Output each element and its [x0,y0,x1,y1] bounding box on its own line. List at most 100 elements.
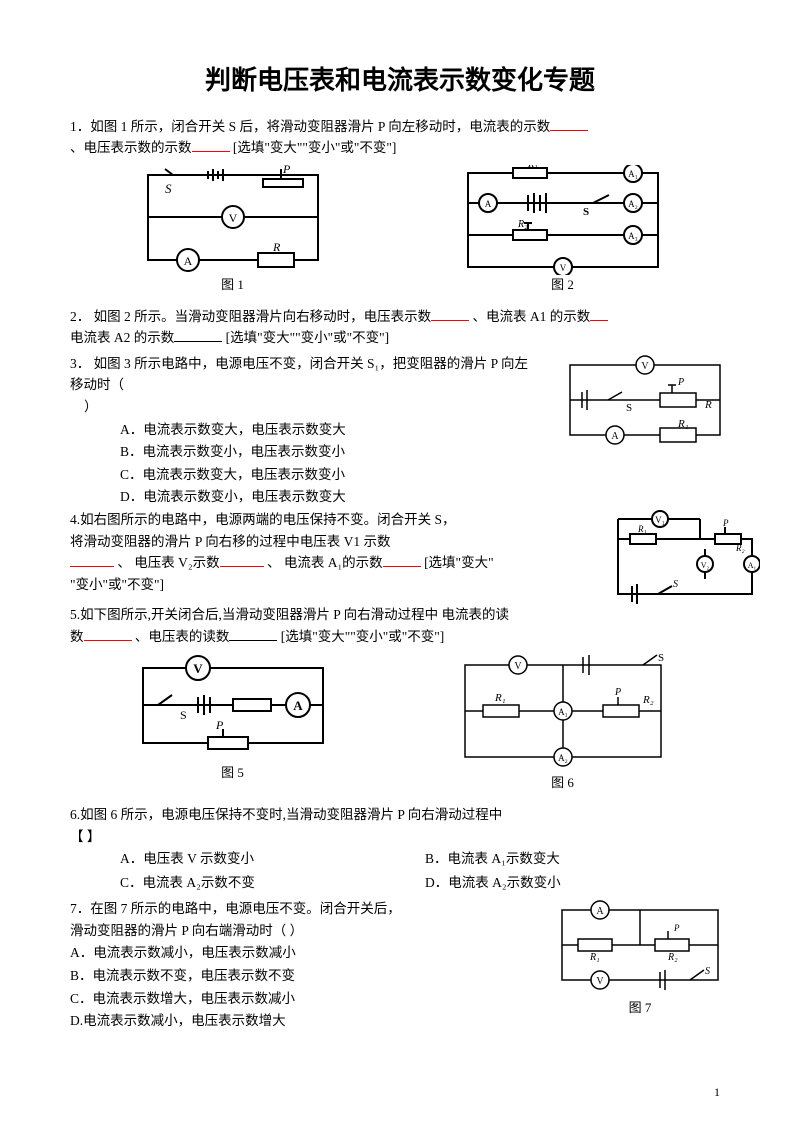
svg-text:P: P [614,687,621,698]
svg-text:S: S [626,402,632,414]
q4-hint: [选填"变大" [424,555,494,570]
q3-opt-c: C．电流表示数变大，电压表示数变小 [120,464,540,486]
figure-5: V S A P 图 5 [128,653,338,794]
svg-text:S: S [705,966,710,977]
svg-text:V₂: V₂ [701,561,710,570]
q7-opt-a: A．电流表示数减小，电压表示数减小 [70,942,530,964]
svg-text:V: V [228,211,237,225]
question-6: 6.如图 6 所示，电源电压保持不变时,当滑动变阻器滑片 P 向右滑动过程中 【… [70,804,730,894]
blank [229,627,277,641]
svg-text:V₁: V₁ [655,515,665,525]
fig7-label: 图 7 [550,998,730,1019]
q3-opt-a: A．电流表示数变大，电压表示数变大 [120,419,540,441]
fig1-label: 图 1 [133,275,333,296]
svg-text:V: V [641,361,649,372]
q7-opt-c: C．电流表示数增大，电压表示数减小 [70,988,530,1010]
figure-2: R₁ A₁ A S A₂ R₂ A₃ V 图 2 [458,165,668,296]
q7-opt-d: D.电流表示数减小，电压表示数增大 [70,1010,530,1032]
blank [70,554,114,568]
q5-hint: [选填"变大""变小"或"不变"] [281,629,445,644]
svg-text:P: P [722,518,729,528]
svg-text:R₁: R₁ [527,165,538,170]
question-3: 3． 如图 3 所示电路中，电源电压不变，闭合开关 S₁，把变阻器的滑片 P 向… [70,353,730,509]
svg-text:R: R [704,399,712,411]
q7-text2: 滑动变阻器的滑片 P 向右端滑动时（ ） [70,920,530,942]
svg-text:A: A [484,199,491,209]
q6-text: 6.如图 6 所示，电源电压保持不变时,当滑动变阻器滑片 P 向右滑动过程中 [70,804,730,826]
svg-text:A: A [596,906,604,917]
svg-text:V: V [193,661,203,676]
q6-opt-c: C．电流表 A₂示数不变 [120,872,425,894]
svg-text:P: P [282,165,291,176]
blank [192,139,230,153]
fig6-label: 图 6 [453,773,673,794]
svg-text:R: R [272,240,281,254]
blank [590,307,608,321]
q2-text2: 、电流表 A1 的示数 [473,309,591,324]
q4-text4: 、 电流表 A₁的示数 [267,555,383,570]
q5-text3: 、电压表的读数 [135,629,230,644]
svg-text:R₂: R₂ [642,694,654,706]
figure-1: S P V R A 图 1 [133,165,333,296]
question-5: 5.如下图所示,开关闭合后,当滑动变阻器滑片 P 向右滑动过程中 电流表的读 数… [70,604,730,647]
q5-text1: 5.如下图所示,开关闭合后,当滑动变阻器滑片 P 向右滑动过程中 电流表的读 [70,604,730,626]
svg-text:A₂: A₂ [558,753,568,763]
q1-hint: [选填"变大""变小"或"不变"] [233,140,397,155]
q1-text2: 、电压表示数的示数 [70,140,192,155]
q3-opt-b: B．电流表示数变小，电压表示数变小 [120,441,540,463]
svg-text:V: V [596,976,604,987]
svg-text:R₂: R₂ [517,219,528,230]
svg-text:S: S [583,206,589,218]
blank [550,117,588,131]
svg-text:R₁: R₁ [677,418,689,430]
svg-text:A₁: A₁ [748,561,757,570]
svg-text:V: V [559,263,566,273]
figure-7: A R₁ P R₂ V S 图 7 [550,898,730,1019]
blank [84,627,132,641]
q4-text3: 、 电压表 V₂示数 [117,555,219,570]
svg-text:A: A [183,254,192,268]
question-2: 2． 如图 2 所示。当滑动变阻器滑片向右移动时，电压表示数 、电流表 A1 的… [70,306,730,349]
svg-text:V: V [514,661,522,672]
q7-text1: 7．在图 7 所示的电路中，电源电压不变。闭合开关后， [70,898,530,920]
blank [383,554,421,568]
blank [174,329,222,343]
svg-text:P: P [215,718,224,732]
svg-text:R₁: R₁ [589,952,600,963]
q7-opt-b: B．电流表示数不变，电压表示数不变 [70,965,530,987]
q4-text1: 4.如右图所示的电路中，电源两端的电压保持不变。闭合开关 S， [70,509,590,531]
figure-3: V S R P A R₁ [560,353,730,448]
svg-text:S: S [180,708,187,722]
question-1: 1．如图 1 所示，闭合开关 S 后，将滑动变阻器滑片 P 向左移动时，电流表的… [70,116,730,159]
figure-6: V S R₁ A₁ P R₂ A₂ 图 6 [453,653,673,794]
svg-text:R₁: R₁ [637,524,647,534]
blank [431,307,469,321]
q3-text: 3． 如图 3 所示电路中，电源电压不变，闭合开关 S₁，把变阻器的滑片 P 向… [70,356,528,393]
q4-text2: 将滑动变阻器的滑片 P 向右移的过程中电压表 V1 示数 [70,531,590,553]
page-number: 1 [714,1083,720,1102]
blank [220,554,264,568]
figure-4: V₁ R₁ V₂ R₂ P A₁ S [610,509,760,604]
q2-text1: 2． 如图 2 所示。当滑动变阻器滑片向右移动时，电压表示数 [70,309,431,324]
svg-text:R₁: R₁ [494,692,506,704]
svg-text:A₃: A₃ [628,231,638,241]
q6-opt-a: A．电压表 V 示数变小 [120,848,425,870]
q2-hint: [选填"变大""变小"或"不变"] [226,330,390,345]
figures-row-1: S P V R A 图 1 R₁ [70,165,730,296]
q6-bracket: 【 】 [70,826,730,848]
svg-text:P: P [677,377,684,388]
svg-text:R₂: R₂ [735,543,745,553]
svg-text:S: S [658,653,664,664]
svg-text:A₁: A₁ [558,707,568,717]
svg-text:A: A [293,698,303,713]
page-title: 判断电压表和电流表示数变化专题 [70,60,730,102]
question-7: 7．在图 7 所示的电路中，电源电压不变。闭合开关后， 滑动变阻器的滑片 P 向… [70,898,730,1033]
question-4: 4.如右图所示的电路中，电源两端的电压保持不变。闭合开关 S， 将滑动变阻器的滑… [70,509,730,604]
q5-text2: 数 [70,629,84,644]
q1-text1: 1．如图 1 所示，闭合开关 S 后，将滑动变阻器滑片 P 向左移动时，电流表的… [70,119,550,134]
svg-text:S: S [673,579,678,590]
svg-text:A₂: A₂ [628,199,638,209]
svg-text:R₂: R₂ [667,952,678,963]
q6-opt-b: B．电流表 A₁示数变大 [425,848,730,870]
q2-text3: 电流表 A2 的示数 [70,330,174,345]
